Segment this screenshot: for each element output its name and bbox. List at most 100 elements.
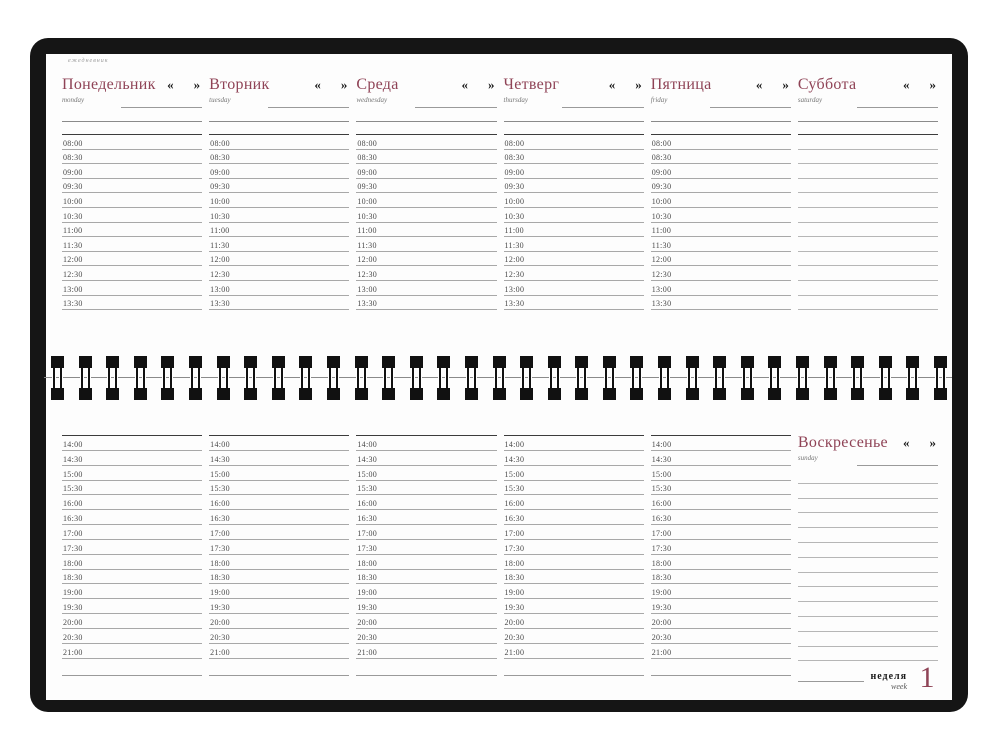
binding-loop <box>216 356 230 400</box>
wire <box>639 356 642 400</box>
time-label: 17:00 <box>651 528 672 538</box>
time-label: 19:00 <box>63 588 83 598</box>
wire <box>501 356 504 400</box>
time-label: 08:00 <box>357 138 378 148</box>
time-slot: 14:00 <box>62 436 203 451</box>
wire <box>363 356 366 400</box>
time-label: 11:30 <box>357 240 377 250</box>
wire <box>108 356 111 400</box>
time-slot: 12:30 <box>62 266 203 281</box>
time-label: 10:30 <box>63 211 83 221</box>
wire <box>466 356 469 400</box>
time-label: 17:00 <box>210 528 230 538</box>
wire <box>667 356 670 400</box>
time-label: 09:30 <box>357 182 378 192</box>
day-title: Понедельник <box>62 76 156 93</box>
time-slot: 18:00 <box>356 555 497 570</box>
wire <box>660 356 663 400</box>
time-slot: 15:00 <box>503 466 644 481</box>
time-label: 11:00 <box>357 226 377 236</box>
top-grid: Понедельник « » monday 08:00 08:30 09:00 09:30 1… <box>62 76 939 311</box>
wire-block-top <box>796 356 810 368</box>
binding-loop <box>934 356 947 400</box>
time-slot: 09:00 <box>503 164 644 179</box>
time-label: 11:00 <box>504 226 524 236</box>
time-label: 10:00 <box>210 196 230 206</box>
time-slot: 15:00 <box>650 466 791 481</box>
time-slot: 14:00 <box>503 436 644 451</box>
ruled-line <box>797 266 939 281</box>
wire-block-bottom <box>78 388 92 400</box>
time-slot: 18:30 <box>209 570 350 585</box>
time-label: 20:00 <box>210 617 230 627</box>
time-slot: 09:30 <box>209 179 350 194</box>
time-slot: 12:30 <box>356 266 497 281</box>
time-slot: 13:30 <box>356 296 497 311</box>
ruled-line <box>797 179 939 194</box>
time-slot: 17:00 <box>356 525 497 540</box>
time-label: 09:00 <box>504 167 525 177</box>
time-slot: 09:30 <box>62 179 203 194</box>
time-label: 18:30 <box>210 573 230 583</box>
time-label: 18:00 <box>357 558 378 568</box>
day-title-row: Суббота « » <box>798 76 938 96</box>
time-slot: 20:00 <box>62 614 203 629</box>
wire-block-top <box>602 356 616 368</box>
time-slot: 16:00 <box>209 495 350 511</box>
wire-block-top <box>216 356 230 368</box>
binding-loop <box>464 356 478 400</box>
schedule <box>797 469 939 662</box>
wire-block-bottom <box>658 388 672 400</box>
wire <box>604 356 607 400</box>
time-slot: 16:30 <box>503 510 644 526</box>
chevron-left-icon: « <box>608 77 616 92</box>
time-label: 13:00 <box>210 284 230 294</box>
time-slot: 10:30 <box>503 208 644 223</box>
wire <box>115 356 118 400</box>
time-slot: 09:30 <box>356 179 497 194</box>
time-label: 15:00 <box>651 469 672 479</box>
binding-loop <box>823 356 837 400</box>
day-title-row: Понедельник « » <box>62 76 202 96</box>
time-label: 12:30 <box>504 269 525 279</box>
time-slot: 19:30 <box>209 599 350 615</box>
day-title-row: Пятница « » <box>651 76 791 96</box>
binding-loop <box>906 356 920 400</box>
time-label: 17:30 <box>651 543 672 553</box>
time-slot: 20:00 <box>650 614 791 629</box>
ruled-line <box>797 252 939 267</box>
time-slot: 10:00 <box>62 193 203 208</box>
time-label: 20:00 <box>357 617 378 627</box>
time-slot: 19:00 <box>650 584 791 600</box>
time-slot: 08:30 <box>356 150 497 165</box>
wire-block-top <box>575 356 589 368</box>
time-slot: 11:30 <box>503 237 644 252</box>
wire-block-bottom <box>685 388 699 400</box>
wire-block-bottom <box>326 388 340 400</box>
time-label: 16:00 <box>651 499 672 509</box>
time-slot: 10:00 <box>209 193 350 208</box>
time-slot: 13:00 <box>503 281 644 296</box>
wire-block-bottom <box>520 388 534 400</box>
time-label: 11:00 <box>210 226 230 236</box>
time-label: 19:00 <box>651 588 672 598</box>
wire <box>53 356 55 400</box>
time-label: 15:30 <box>210 484 230 494</box>
date-line <box>856 463 939 466</box>
wire-block-bottom <box>823 388 837 400</box>
time-slot: 11:30 <box>356 237 497 252</box>
binding-loop <box>713 356 727 400</box>
wire-block-bottom <box>602 388 616 400</box>
time-slot: 17:30 <box>356 540 497 555</box>
time-label: 08:00 <box>210 138 230 148</box>
time-slot: 08:00 <box>62 135 203 150</box>
ruled-line <box>797 573 939 588</box>
time-label: 14:30 <box>651 454 672 464</box>
time-label: 10:00 <box>651 196 672 206</box>
time-slot: 10:30 <box>356 208 497 223</box>
wire <box>798 356 801 400</box>
wire-block-bottom <box>630 388 644 400</box>
ruled-line <box>797 543 939 558</box>
time-label: 18:30 <box>504 573 525 583</box>
time-label: 11:30 <box>504 240 524 250</box>
